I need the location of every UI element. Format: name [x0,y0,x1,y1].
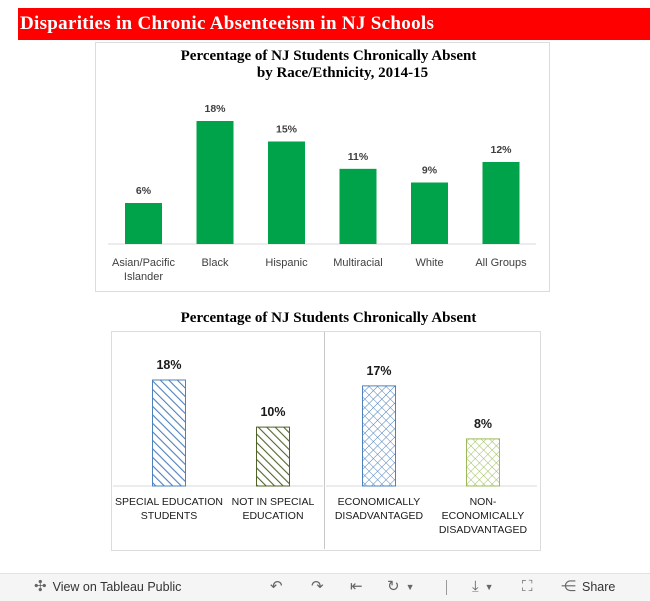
group-category-label: STUDENTS [141,510,198,522]
download-icon: ⤓ [472,578,479,595]
view-on-tableau-label: View on Tableau Public [52,580,182,594]
group-bar [362,385,396,487]
group-bar-value-label: 10% [260,405,285,419]
race-category-label: Multiracial [333,257,383,269]
share-label: Share [582,580,616,594]
redo-button[interactable]: ↷ [311,578,324,595]
race-category-label: Hispanic [265,257,308,269]
race-bar [411,182,448,244]
fullscreen-icon: ⛶ [522,578,533,595]
group-bar [256,426,290,487]
title-banner: Disparities in Chronic Absenteeism in NJ… [18,8,650,40]
chevron-down-icon: ▼ [405,582,415,592]
race-bar-value-label: 11% [348,151,369,163]
race-bar [196,121,234,244]
share-icon: ⋲ [561,578,576,595]
group-bar [152,379,186,487]
group-chart-title: Percentage of NJ Students Chronically Ab… [180,310,477,326]
redo-icon: ↷ [311,578,324,595]
refresh-button[interactable]: ↻ ▼ [387,578,415,595]
undo-button[interactable]: ↶ [270,578,283,595]
race-bar [125,203,162,244]
race-bar [482,162,520,244]
group-bar-chart: 18% SPECIAL EDUCATION STUDENTS 10% NOT IN SP… [113,332,537,549]
tableau-logo-icon: ✣ [34,578,47,595]
race-bar-value-label: 18% [204,103,226,115]
group-category-label: EDUCATION [242,510,303,522]
group-category-label: ECONOMICALLY [338,496,421,508]
view-on-tableau-button[interactable]: ✣ View on Tableau Public [34,578,182,595]
revert-button[interactable]: ⇤ [350,578,363,595]
toolbar-divider [446,580,447,595]
group-category-label: NON- [470,496,497,508]
share-button[interactable]: ⋲ Share [561,578,616,595]
group-category-label: ECONOMICALLY [442,510,525,522]
race-bar-value-label: 6% [136,185,152,197]
download-chevron-icon: ▼ [484,582,494,592]
download-button[interactable]: ⤓ ▼ [472,578,494,595]
race-chart-title-line2: by Race/Ethnicity, 2014-15 [256,65,429,81]
group-category-label: SPECIAL EDUCATION [115,496,223,508]
race-bar-value-label: 15% [276,124,298,136]
race-bar [268,141,305,244]
revert-icon: ⇤ [350,578,363,595]
race-chart-title-line1: Percentage of NJ Students Chronically Ab… [180,48,477,64]
banner-title: Disparities in Chronic Absenteeism in NJ… [20,13,435,34]
race-bar-value-label: 12% [490,144,512,156]
race-category-label: Islander [124,271,163,283]
group-bar-value-label: 17% [366,364,391,378]
group-category-label: DISADVANTAGED [439,524,528,536]
race-bar-value-label: 9% [422,165,438,177]
fullscreen-button[interactable]: ⛶ [522,578,533,595]
race-category-label: White [415,257,443,269]
group-bar-value-label: 18% [156,358,181,372]
group-category-label: NOT IN SPECIAL [232,496,315,508]
race-chart-panel [95,42,550,292]
group-category-label: DISADVANTAGED [335,510,424,522]
group-bar [466,438,500,487]
tableau-toolbar: ✣ View on Tableau Public ↶ ↷ ⇤ ↻ ▼ ⤓ ▼ ⛶… [0,573,650,601]
race-category-label: Black [202,257,229,269]
race-bar-chart: 6% Asian/Pacific Islander 18% Black 15% Hispan… [108,103,536,283]
race-bar [339,168,377,244]
race-category-label: All Groups [475,257,527,269]
race-category-label: Asian/Pacific [112,257,175,269]
undo-icon: ↶ [270,578,283,595]
group-bar-value-label: 8% [474,417,492,431]
refresh-icon: ↻ [387,578,400,595]
